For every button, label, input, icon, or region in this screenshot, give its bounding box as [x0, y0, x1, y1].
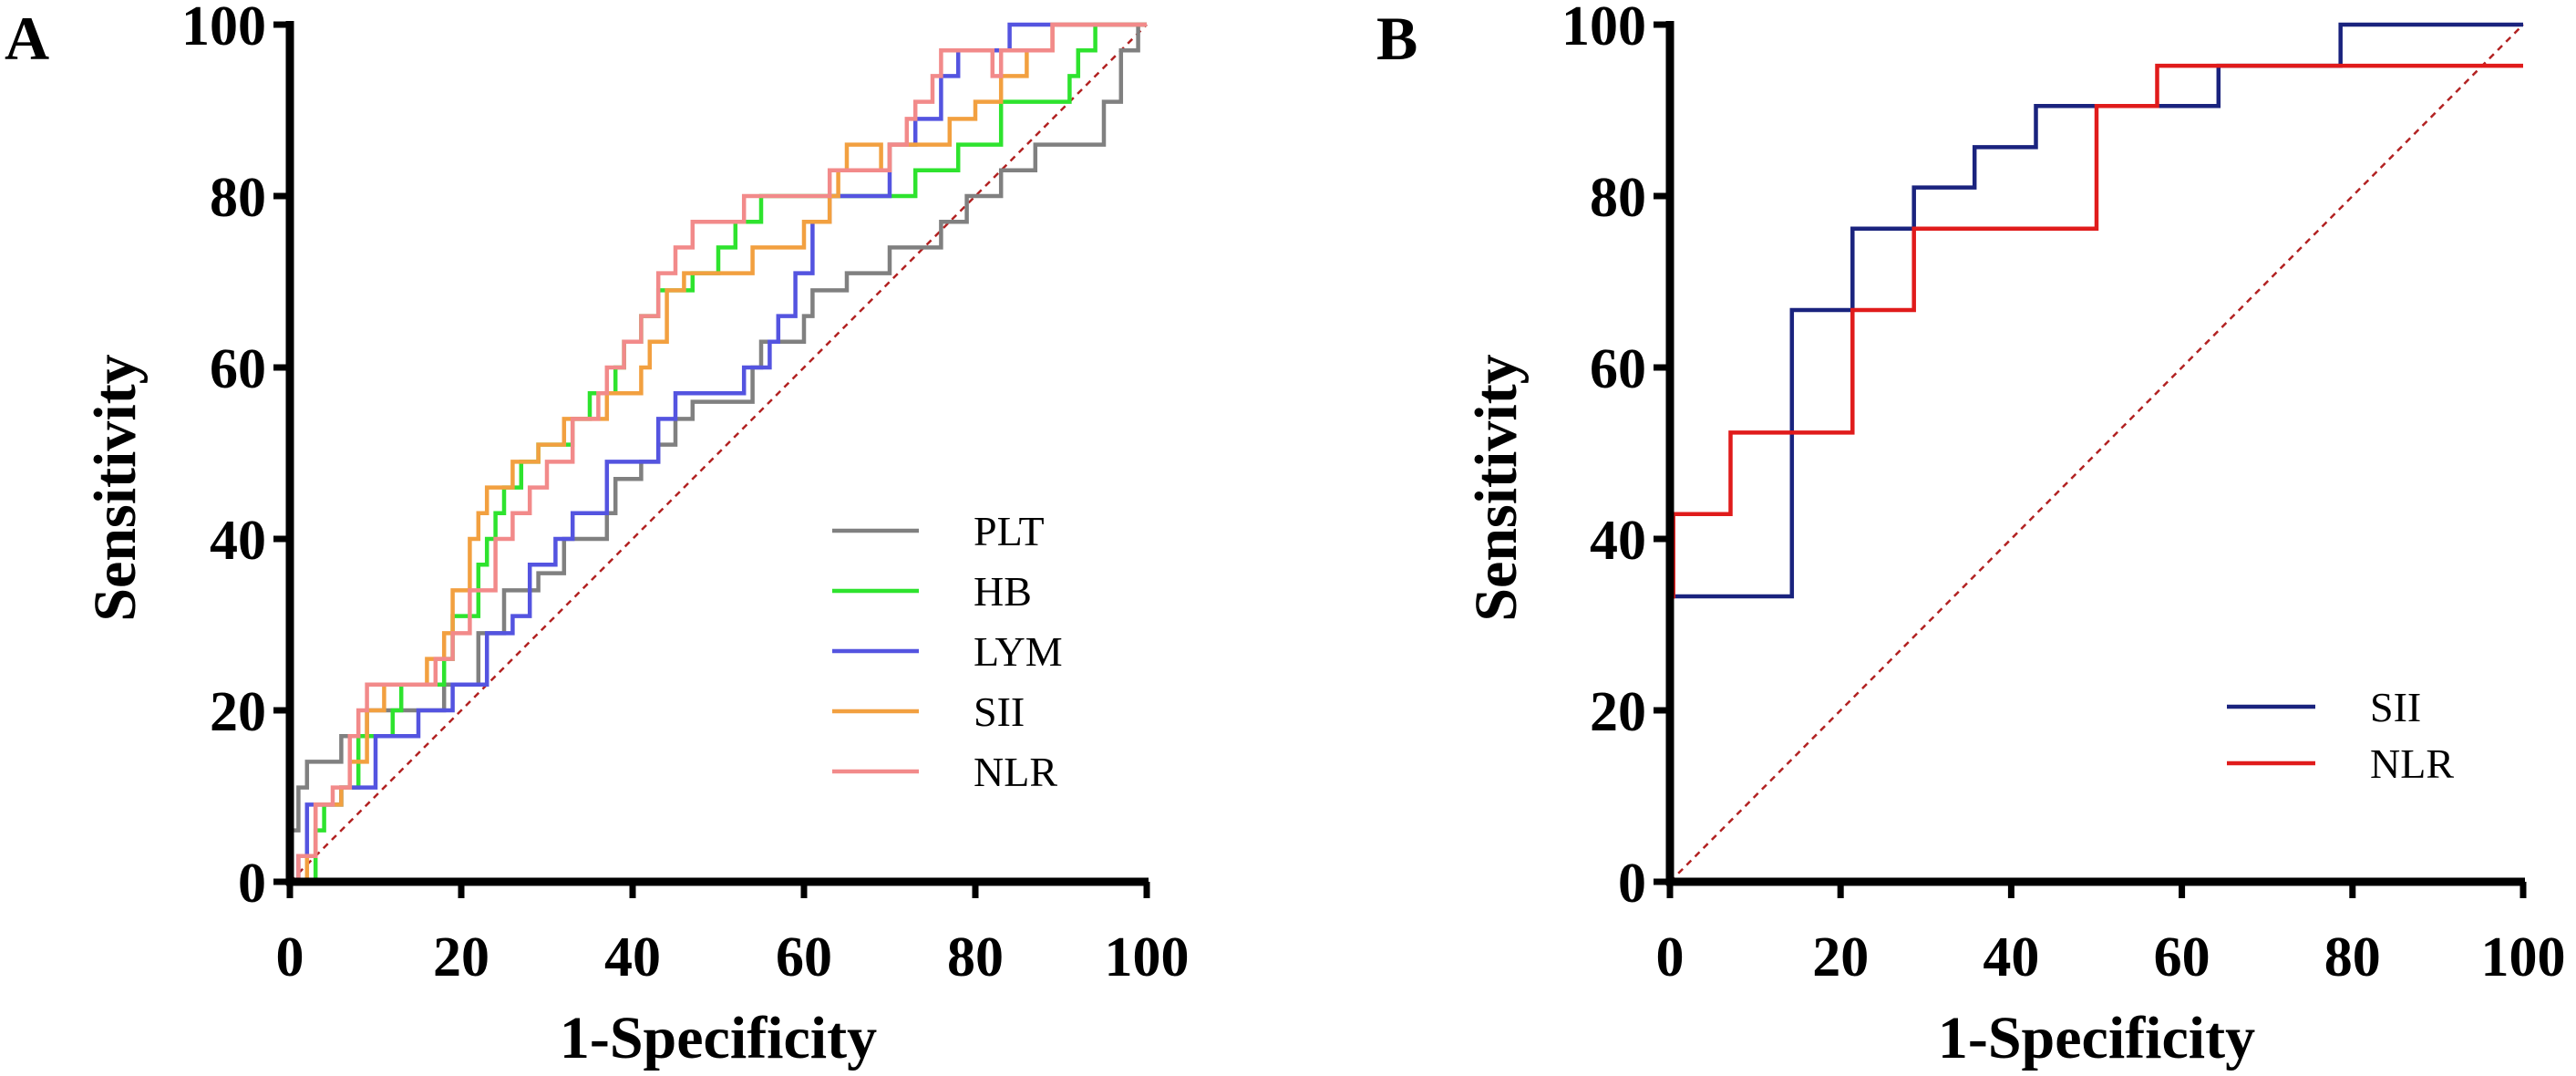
reference-diagonal-line — [1669, 24, 2524, 883]
roc-curve-nlr — [290, 22, 1147, 885]
y-tick-label: 60 — [210, 338, 266, 400]
x-tick-label: 20 — [433, 926, 489, 988]
legend-label-lym: LYM — [974, 628, 1063, 675]
x-tick-label: 40 — [1983, 926, 2039, 988]
x-tick-label: 40 — [604, 926, 661, 988]
legend-label-plt: PLT — [974, 508, 1045, 554]
x-tick-label: 0 — [1656, 926, 1685, 988]
y-tick-label: 40 — [1590, 510, 1646, 572]
roc-panel-a: A 0 20 40 60 80 100 0 20 40 60 80 100 1-Specificity Se… — [5, 0, 1190, 1071]
y-tick-label: 80 — [1590, 167, 1646, 229]
legend: SII NLR — [2227, 684, 2454, 787]
y-tick-label: 60 — [1590, 338, 1646, 400]
x-tick-label: 20 — [1812, 926, 1869, 988]
x-tick-label: 0 — [276, 926, 304, 988]
roc-panel-b: B 0 20 40 60 80 100 0 20 40 60 80 100 1-Specificity Se… — [1376, 0, 2566, 1071]
x-tick-label: 60 — [2154, 926, 2210, 988]
legend-label-sii: SII — [974, 688, 1025, 735]
y-tick-label: 20 — [1590, 681, 1646, 743]
x-axis-title: 1-Specificity — [560, 1005, 877, 1071]
legend-label-nlr: NLR — [974, 749, 1057, 795]
x-axis-title: 1-Specificity — [1938, 1005, 2255, 1071]
x-tick-label: 80 — [2324, 926, 2381, 988]
y-tick-label: 0 — [238, 853, 266, 915]
x-tick-label: 100 — [2481, 926, 2566, 988]
legend-label-hb: HB — [974, 568, 1032, 615]
y-axis-title: Sensitivity — [82, 354, 149, 621]
legend-label-nlr: NLR — [2370, 740, 2454, 787]
y-tick-label: 40 — [210, 510, 266, 572]
x-tick-label: 80 — [947, 926, 1004, 988]
panel-letter: A — [5, 4, 49, 73]
y-tick-label: 100 — [1561, 0, 1646, 57]
y-tick-label: 80 — [210, 167, 266, 229]
y-tick-label: 0 — [1618, 853, 1646, 915]
y-tick-label: 100 — [181, 0, 266, 57]
x-tick-label: 100 — [1105, 926, 1190, 988]
panel-letter: B — [1376, 4, 1417, 73]
legend-label-sii: SII — [2370, 684, 2421, 730]
reference-diagonal-line — [289, 24, 1148, 883]
y-tick-label: 20 — [210, 681, 266, 743]
x-tick-label: 60 — [776, 926, 832, 988]
legend: PLT HB LYM SII NLR — [832, 508, 1063, 795]
y-axis-title: Sensitivity — [1463, 354, 1530, 621]
